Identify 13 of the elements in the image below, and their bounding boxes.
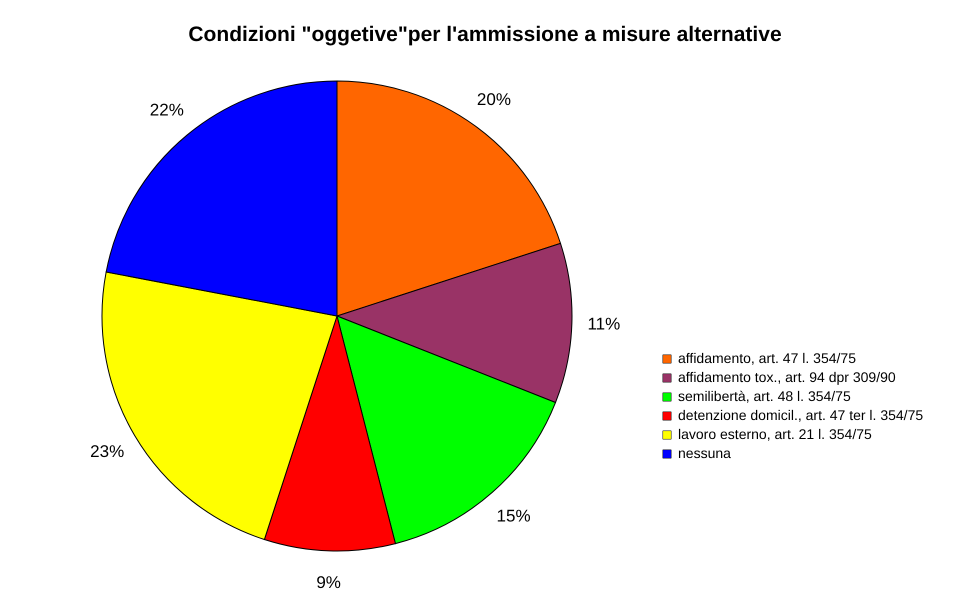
legend-label: detenzione domicil., art. 47 ter l. 354/75 — [678, 407, 924, 423]
legend-label: nessuna — [678, 445, 732, 461]
legend-label: semilibertà, art. 48 l. 354/75 — [678, 388, 851, 404]
data-label: 11% — [587, 314, 620, 334]
data-label: 15% — [496, 506, 531, 526]
data-label: 9% — [316, 572, 341, 592]
data-label: 22% — [150, 100, 184, 120]
chart-title: Condizioni "oggetive"per l'ammissione a misure alternative — [188, 23, 782, 46]
legend-label: affidamento, art. 47 l. 354/75 — [678, 350, 856, 366]
legend-label: affidamento tox., art. 94 dpr 309/90 — [678, 369, 896, 385]
data-label: 20% — [476, 90, 511, 109]
legend-label: lavoro esterno, art. 21 l. 354/75 — [678, 426, 872, 442]
data-label: 23% — [90, 442, 124, 461]
